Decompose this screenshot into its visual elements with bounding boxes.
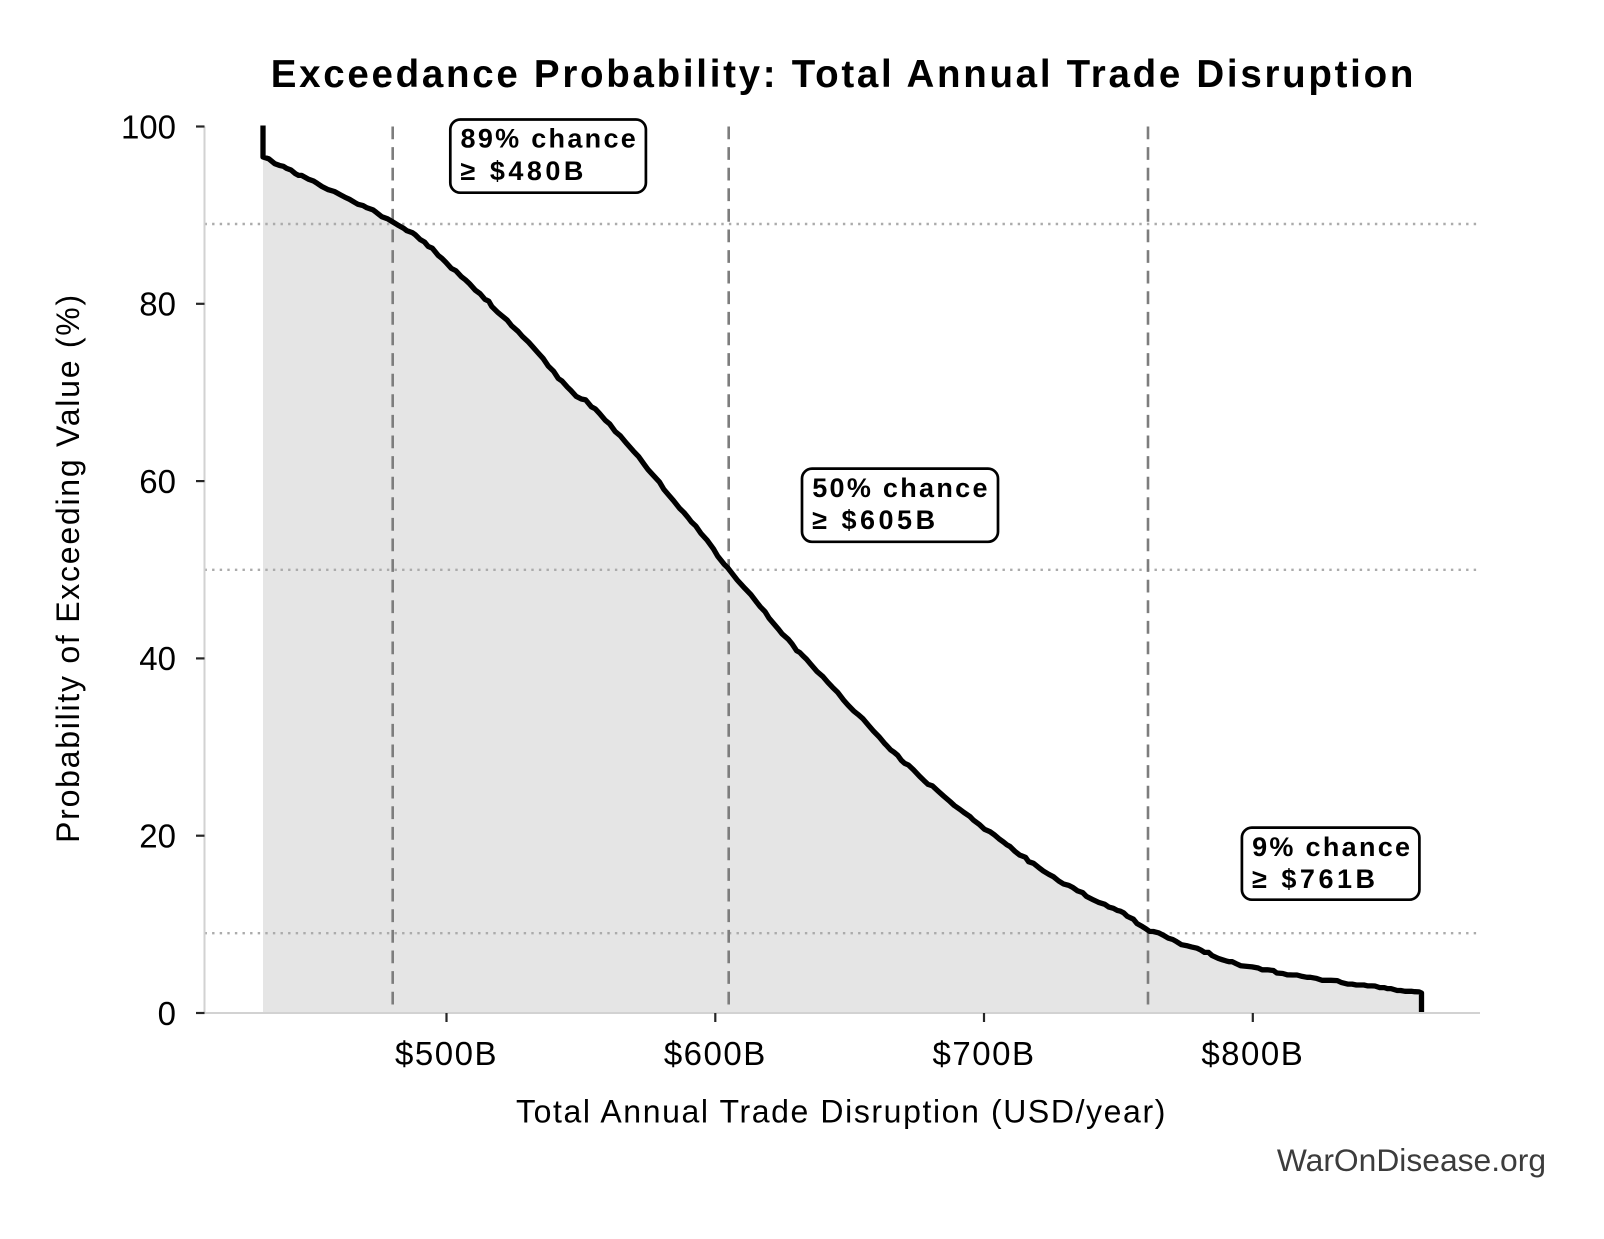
- svg-text:50% chance: 50% chance: [812, 473, 990, 503]
- svg-text:≥ $605B: ≥ $605B: [812, 505, 938, 535]
- svg-text:Exceedance Probability: Total: Exceedance Probability: Total Annual Tra…: [271, 53, 1416, 96]
- svg-text:40: 40: [139, 640, 176, 677]
- svg-text:$600B: $600B: [664, 1035, 767, 1072]
- svg-text:$800B: $800B: [1201, 1035, 1304, 1072]
- svg-text:≥ $480B: ≥ $480B: [461, 156, 587, 186]
- svg-text:60: 60: [139, 463, 176, 500]
- svg-text:$500B: $500B: [395, 1035, 498, 1072]
- svg-text:20: 20: [139, 818, 176, 855]
- svg-text:89% chance: 89% chance: [461, 124, 639, 154]
- svg-text:Total Annual Trade Disruption: Total Annual Trade Disruption (USD/year): [516, 1093, 1167, 1129]
- svg-text:WarOnDisease.org: WarOnDisease.org: [1277, 1142, 1546, 1178]
- svg-text:9% chance: 9% chance: [1252, 832, 1412, 862]
- svg-text:Probability of Exceeding Value: Probability of Exceeding Value (%): [50, 293, 86, 843]
- svg-text:80: 80: [139, 286, 176, 323]
- svg-text:0: 0: [158, 995, 176, 1032]
- svg-text:100: 100: [121, 108, 176, 145]
- svg-text:≥ $761B: ≥ $761B: [1252, 864, 1378, 894]
- svg-text:$700B: $700B: [933, 1035, 1036, 1072]
